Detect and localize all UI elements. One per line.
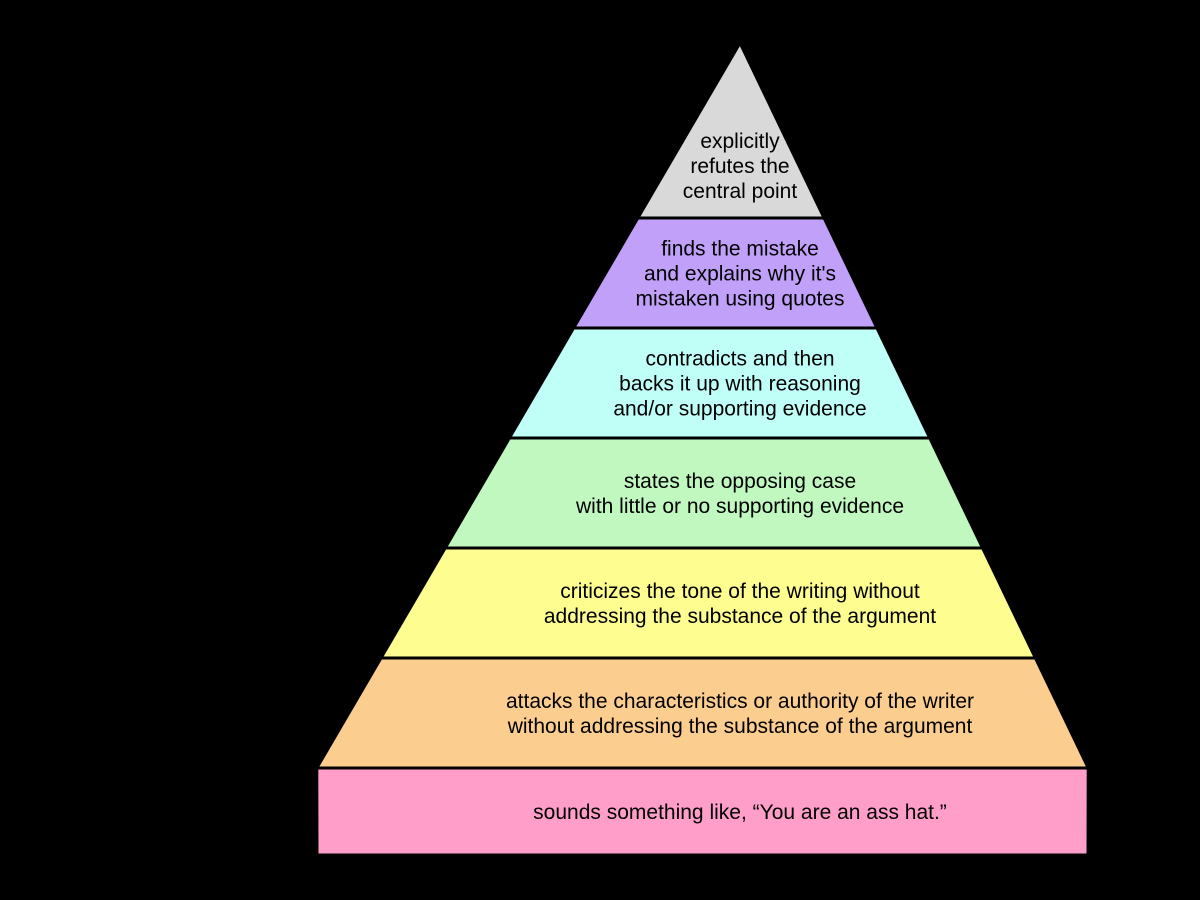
pyramid-label-2: Counterargument — [358, 373, 526, 395]
pyramid-label-6: Name-calling — [151, 802, 275, 824]
pyramid-diagram: Refuting theCentral Pointexplicitlyrefut… — [0, 0, 1200, 900]
pyramid-level-4 — [381, 548, 1035, 658]
pyramid-desc-1: finds the mistakeand explains why it'smi… — [636, 237, 845, 310]
pyramid-label-1: Refutation — [491, 263, 590, 285]
pyramid-label-5: Ad Hominem — [210, 703, 333, 725]
pyramid-label-0: Refuting theCentral Point — [548, 110, 673, 154]
pyramid-desc-2: contradicts and thenbacks it up with rea… — [613, 347, 866, 420]
pyramid-label-4: Responding to Tone — [205, 593, 397, 615]
pyramid-desc-6: sounds something like, “You are an ass h… — [533, 801, 947, 824]
pyramid-label-3: Contradiction — [331, 483, 461, 505]
pyramid-level-5 — [317, 658, 1088, 768]
pyramid-level-3 — [445, 438, 982, 548]
